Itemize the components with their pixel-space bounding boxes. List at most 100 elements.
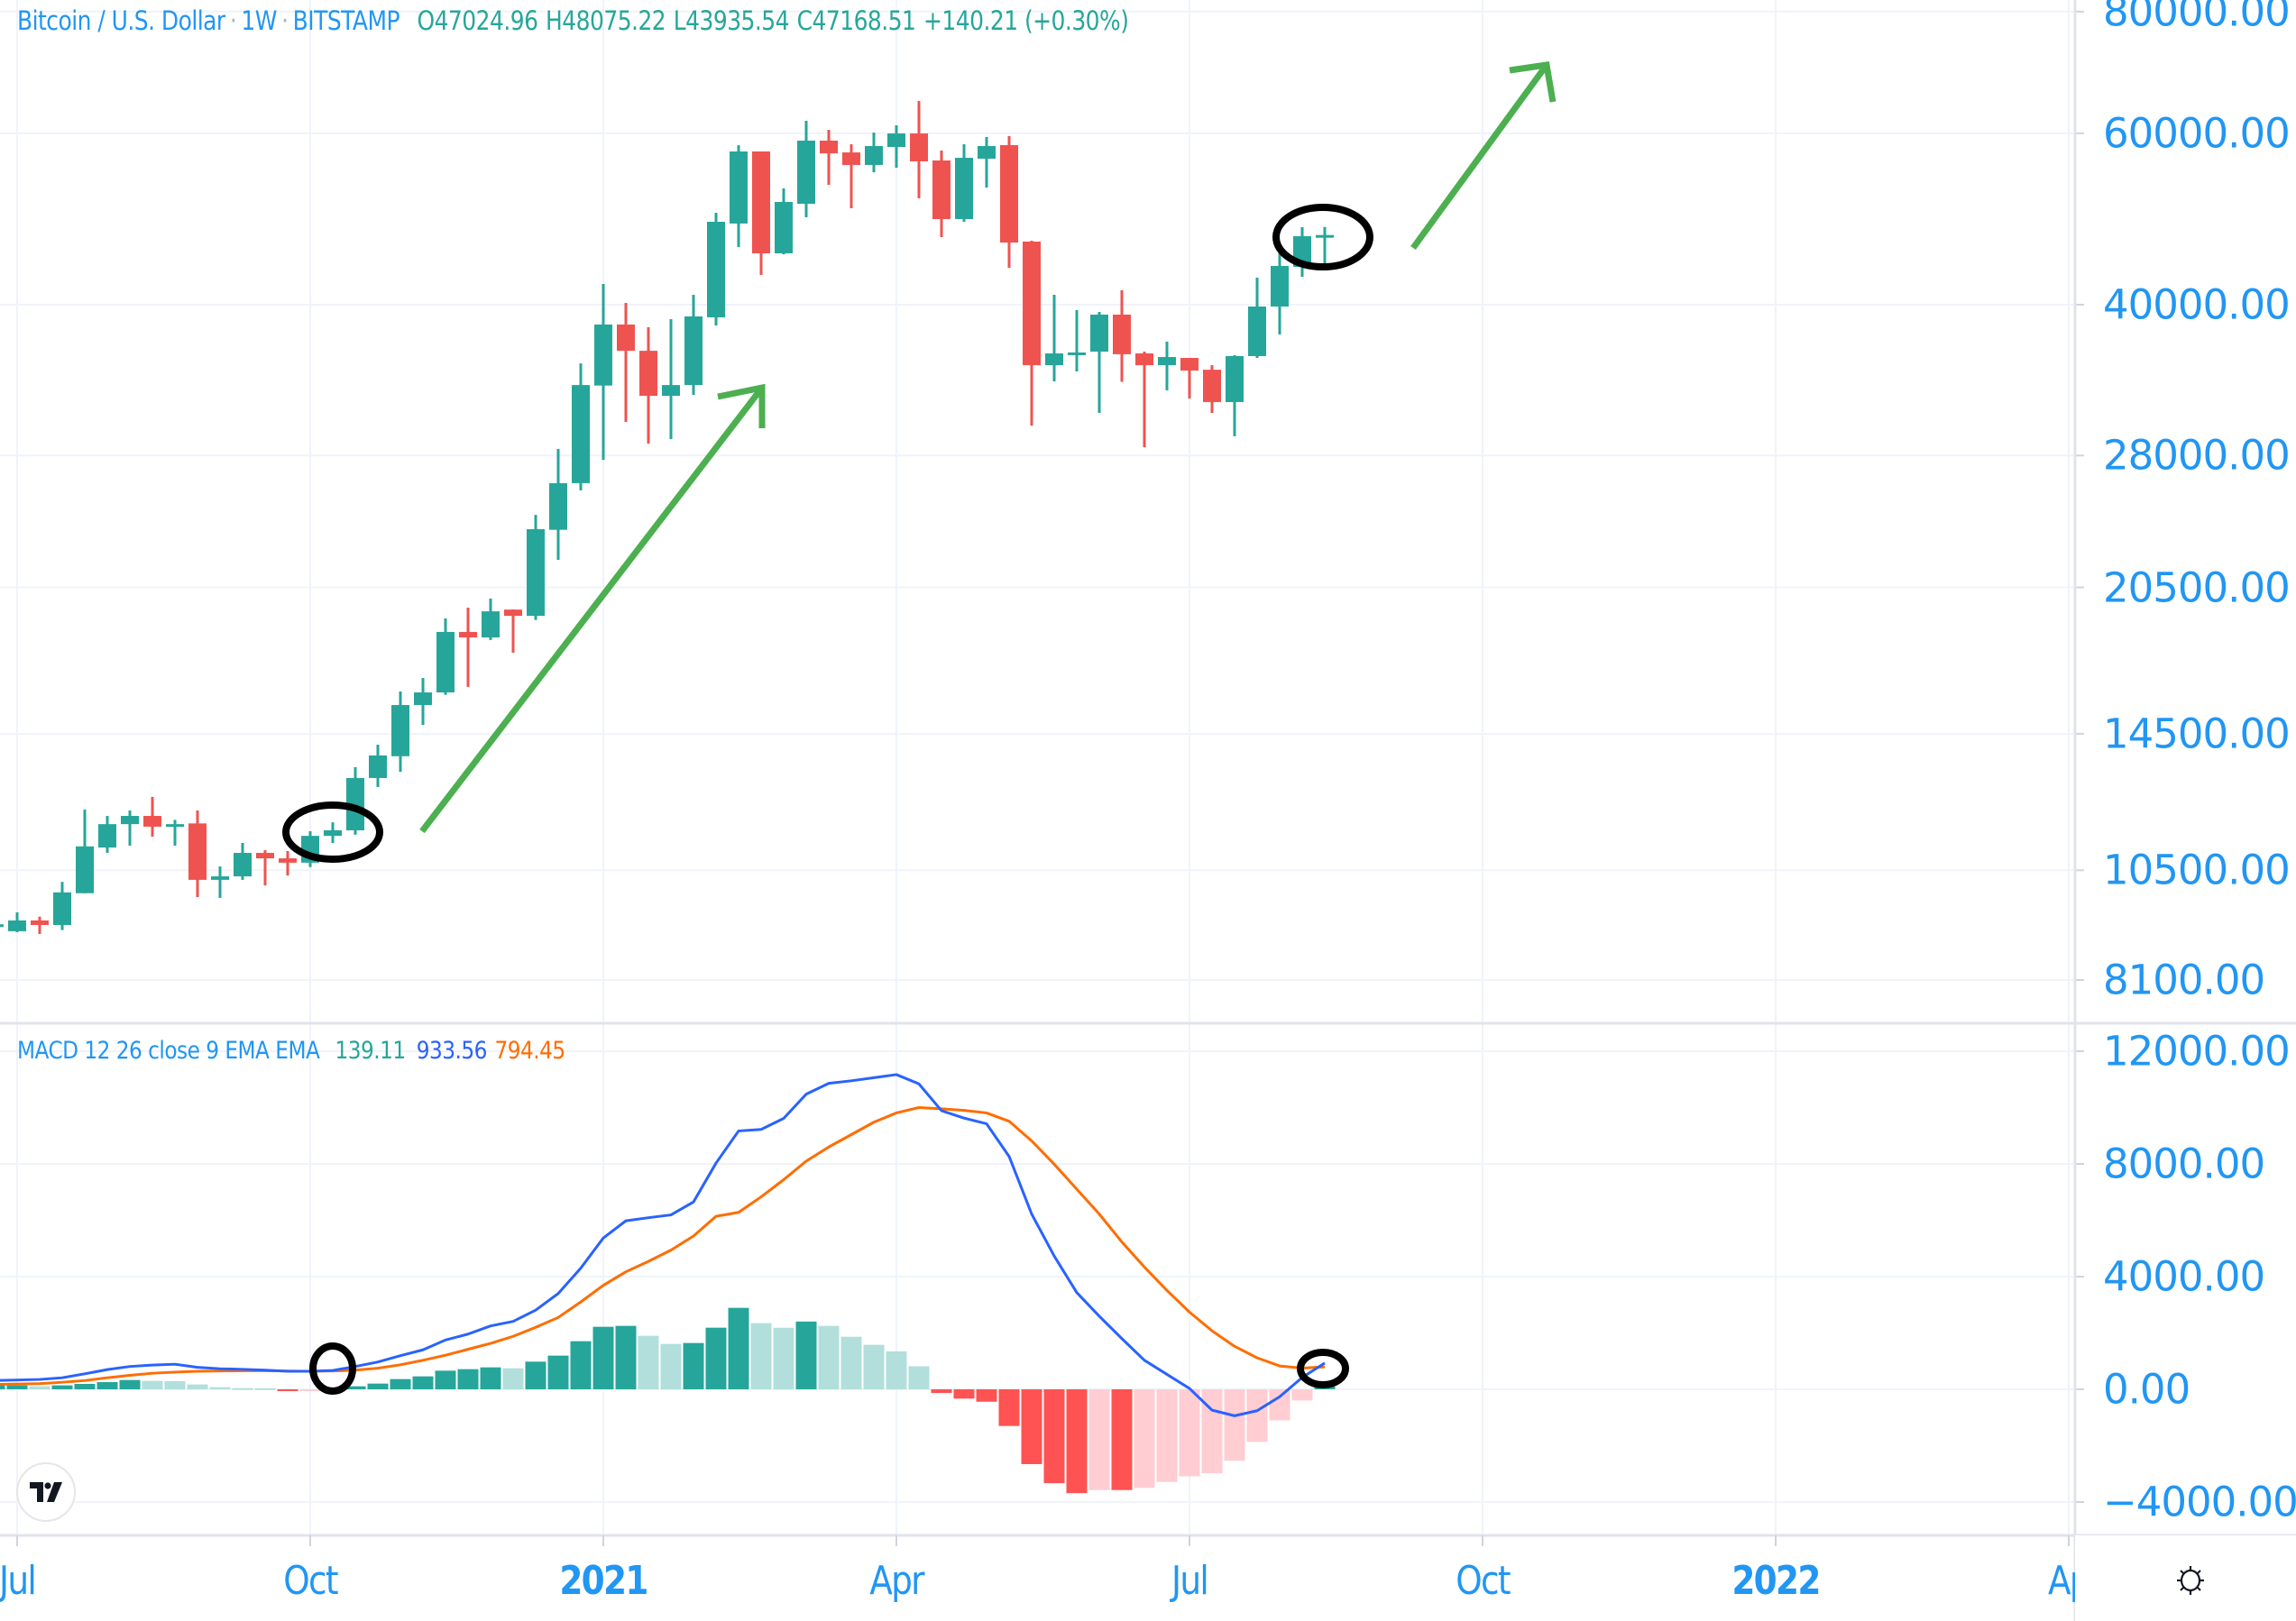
macd-axis-label: 12000.00 [2103,1027,2291,1076]
candle-down [752,151,770,253]
histogram-bar [863,1344,885,1389]
macd-lines [0,1073,1326,1417]
histogram-bar [773,1327,794,1389]
candle-up [98,824,116,848]
macd-indicator-name[interactable]: MACD 12 26 close 9 EMA EMA [17,1037,320,1065]
histogram-bar [412,1376,434,1389]
histogram-bar [0,1385,5,1389]
symbol-name[interactable]: Bitcoin / U.S. Dollar [17,5,225,36]
macd-legend[interactable]: MACD 12 26 close 9 EMA EMA 139.11 933.56 79… [17,1037,565,1065]
histogram-bar [1021,1389,1042,1464]
interval-label[interactable]: 1W [241,5,277,36]
candle-down [504,609,522,617]
candle-up [1226,355,1244,402]
candle-up [166,824,184,828]
histogram-bar [29,1386,51,1389]
candle-up [1158,357,1176,366]
histogram-bar [998,1389,1020,1426]
candle-down [910,133,928,161]
histogram-bar [142,1380,163,1389]
price-axis-label: 28000.00 [2103,431,2291,480]
candle-up [211,876,229,880]
histogram-bar [1224,1389,1245,1461]
macd-axis-label: 0.00 [2103,1365,2190,1414]
candle-up [662,385,680,397]
histogram-bar [367,1383,389,1389]
histogram-bar [96,1382,118,1389]
settings-gear-icon[interactable] [2173,1563,2208,1598]
price-axis-label: 14500.00 [2103,710,2291,758]
histogram-bar [592,1326,614,1389]
time-axis-label: Apr [869,1558,924,1604]
macd-circle-oct-2020 [309,1342,356,1395]
price-candles [0,100,1334,935]
histogram-bar [1291,1389,1313,1401]
high-value: H48075.22 [546,5,666,36]
candle-down [31,920,49,926]
histogram-bar [390,1378,411,1389]
close-value: C47168.51 [796,5,916,36]
histogram-bar [502,1368,524,1389]
price-circle-aug-2021 [1272,204,1373,270]
legend-separator: · [281,5,289,36]
histogram-bar [615,1325,637,1389]
candle-up [414,692,432,706]
histogram-bar [232,1387,253,1390]
projection-arrow-2021 [1410,62,1549,251]
candle-up [684,316,703,386]
histogram-bar [908,1366,930,1389]
histogram-bar [299,1389,321,1391]
candle-up [1045,353,1063,366]
candle-up [324,829,342,837]
candle-down [932,160,951,220]
grid-lines [0,0,2084,1535]
histogram-bar [818,1325,840,1389]
legend-separator: · [229,5,237,36]
macd-axis-label: 8000.00 [2103,1140,2265,1188]
candle-up [482,611,500,638]
candle-up [1248,306,1266,356]
histogram-bar [1043,1389,1065,1484]
price-circle-oct-2020 [282,801,383,863]
candle-down [188,823,207,880]
candle-up [978,146,996,160]
histogram-bar [1156,1389,1178,1482]
histogram-bar [976,1389,997,1402]
histogram-bar [119,1379,141,1389]
candle-up [797,140,815,204]
drawing-annotations[interactable] [282,61,1557,1395]
symbol-legend[interactable]: Bitcoin / U.S. Dollar · 1W · BITSTAMP O47024… [17,5,1136,36]
histogram-bar [728,1307,749,1389]
histogram-bar [1066,1389,1088,1494]
macd-line [0,1073,1326,1417]
time-axis-label: 2021 [559,1558,648,1604]
histogram-bar [254,1387,276,1390]
histogram-bar [1134,1389,1155,1488]
histogram-bar [1088,1389,1110,1490]
candle-up [707,221,725,317]
candle-up [775,202,793,253]
candle-up [0,924,4,928]
candle-up [369,755,387,778]
candle-down [459,631,477,638]
price-axis-label: 8100.00 [2103,956,2265,1004]
time-axis-label: Jul [1171,1558,1209,1604]
macd-axis-label: −4000.00 [2103,1478,2296,1526]
histogram-bar [683,1342,704,1389]
ohlc-values: O47024.96 H48075.22 L43935.54 C47168.51 +140… [417,5,1136,36]
candle-down [842,152,860,165]
histogram-bar [187,1384,208,1389]
uptrend-arrow-2020-head [717,383,766,428]
candle-down [1203,370,1221,402]
histogram-bar [51,1385,73,1389]
tradingview-logo[interactable] [16,1462,76,1522]
histogram-bar [1179,1389,1200,1477]
candle-up [865,146,883,165]
candle-up [1090,314,1108,353]
candle-up [527,528,545,617]
candle-up [1316,234,1334,238]
candle-up [8,920,26,931]
axis-corner [2075,1535,2296,1621]
